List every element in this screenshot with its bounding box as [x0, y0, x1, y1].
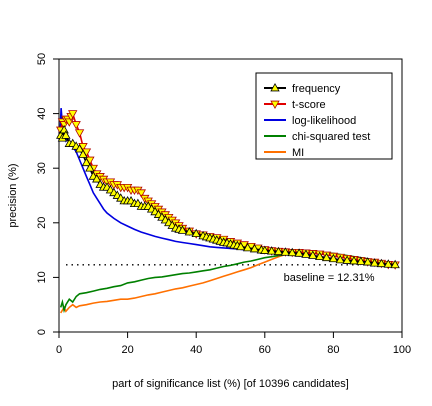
x-tick-label: 0	[56, 344, 62, 356]
data-point	[335, 254, 345, 264]
data-point	[342, 255, 352, 264]
legend-label: frequency	[292, 83, 341, 95]
data-point	[191, 228, 201, 238]
data-point	[242, 242, 253, 252]
x-tick-label: 60	[259, 344, 271, 356]
data-point	[301, 249, 311, 258]
axes: 0 20 40 60 80 100 0 10 20 30 40 50	[36, 53, 411, 356]
data-point	[177, 225, 188, 234]
data-point	[356, 256, 366, 265]
baseline-label: baseline = 12.31%	[284, 272, 375, 284]
legend-marker	[270, 82, 280, 92]
data-point	[273, 246, 284, 256]
data-point	[249, 243, 260, 253]
data-point	[81, 157, 92, 167]
data-point	[328, 253, 339, 263]
data-point	[78, 149, 88, 158]
data-point	[236, 241, 246, 251]
data-point	[74, 129, 85, 138]
data-point	[287, 247, 297, 257]
legend-label: t-score	[292, 99, 326, 111]
series-layer	[56, 108, 400, 314]
x-tick-label: 100	[393, 344, 411, 356]
data-point	[184, 227, 195, 236]
x-tick-label: 20	[121, 344, 133, 356]
data-point	[71, 121, 81, 130]
legend: frequency t-score log-likelihood chi-square…	[255, 72, 393, 160]
y-tick-label: 50	[36, 53, 48, 65]
y-tick-label: 10	[36, 271, 48, 283]
data-point	[68, 110, 78, 119]
data-point	[315, 251, 325, 260]
data-point	[321, 252, 332, 262]
plot-frame	[58, 58, 403, 333]
data-point	[85, 163, 95, 172]
data-point	[74, 144, 85, 153]
data-point	[363, 257, 373, 266]
x-axis-title: part of significance list (%) [of 10396 …	[112, 378, 349, 390]
legend-label: MI	[292, 147, 304, 159]
y-tick-label: 40	[36, 107, 48, 119]
x-tick-label: 40	[190, 344, 202, 356]
data-point	[376, 258, 387, 268]
data-point	[136, 189, 146, 198]
data-point	[92, 174, 102, 183]
data-point	[390, 259, 400, 269]
data-point	[61, 130, 71, 139]
legend-label: log-likelihood	[292, 115, 356, 127]
data-point	[260, 245, 270, 254]
x-tick-label: 80	[327, 344, 339, 356]
y-tick-label: 0	[36, 329, 48, 335]
legend-label: chi-squared test	[292, 131, 370, 143]
y-tick-label: 30	[36, 162, 48, 174]
data-point	[280, 247, 291, 256]
data-point	[266, 246, 277, 255]
data-point	[383, 259, 393, 268]
data-point	[308, 250, 318, 259]
y-axis-title: precision (%)	[7, 163, 19, 227]
data-point	[349, 256, 359, 265]
data-point	[294, 248, 304, 257]
data-point	[369, 258, 380, 267]
legend-marker	[270, 100, 280, 110]
y-tick-label: 20	[36, 217, 48, 229]
